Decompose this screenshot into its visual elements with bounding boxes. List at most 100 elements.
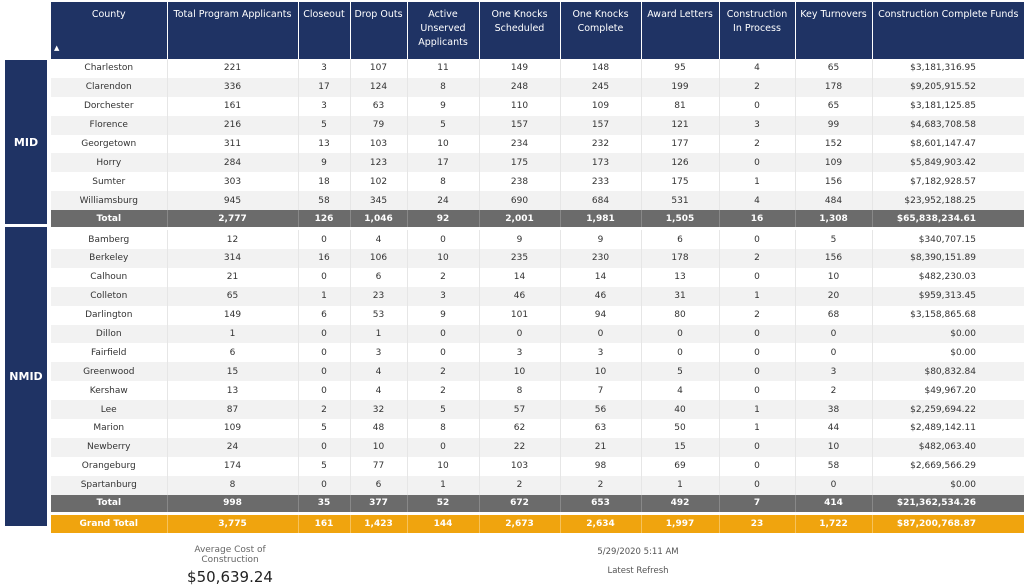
value-cell: 13 — [640, 267, 719, 287]
value-cell: 9 — [559, 230, 641, 250]
value-cell: 149 — [166, 305, 298, 325]
table-row: Newberry 24 0 10 0 22 21 15 0 10 $482,063.40 — [51, 437, 1024, 457]
value-cell: 65 — [166, 286, 298, 306]
value-cell: 0 — [718, 153, 795, 173]
column-header[interactable]: Active Unserved Applicants — [406, 2, 479, 59]
value-cell: 63 — [349, 96, 407, 116]
value-cell: 3 — [718, 115, 795, 135]
table-row: Dorchester 161 3 63 9 110 109 81 0 65 $3,181,125.8… — [51, 96, 1024, 116]
kpi-label: Average Cost of Construction — [194, 545, 266, 565]
column-header-label: Key Turnovers — [800, 9, 867, 20]
value-cell: 2 — [559, 475, 641, 495]
value-cell: 284 — [166, 153, 298, 173]
table-row: Georgetown 311 13 103 10 234 232 177 2 152 $8,601,… — [51, 134, 1024, 154]
column-header[interactable]: Construction Complete Funds — [871, 2, 1024, 59]
value-cell: 2 — [794, 381, 872, 401]
value-cell: 99 — [794, 115, 872, 135]
value-cell: 48 — [349, 419, 407, 438]
column-header[interactable]: Key Turnovers — [794, 2, 872, 59]
kpi-value: $50,639.24 — [187, 568, 273, 586]
row-label-cell: Dorchester — [83, 101, 134, 112]
value-cell: 8 — [478, 381, 560, 401]
value-cell: 245 — [559, 77, 641, 97]
value-cell: 24 — [166, 437, 298, 457]
value-cell: 13 — [166, 381, 298, 401]
table-row: Bamberg 12 0 4 0 9 9 6 0 5 $340,707.15 — [51, 230, 1024, 250]
value-cell: 32 — [349, 400, 407, 420]
value-cell: 62 — [478, 419, 560, 438]
value-cell: 216 — [166, 115, 298, 135]
value-cell: 95 — [640, 59, 719, 78]
value-cell: 6 — [349, 267, 407, 287]
value-cell: 10 — [406, 456, 479, 476]
value-cell: 3,775 — [166, 514, 298, 533]
value-cell: 144 — [406, 514, 479, 533]
value-cell: 3 — [297, 96, 350, 116]
value-cell: 77 — [349, 456, 407, 476]
value-cell: 109 — [166, 419, 298, 438]
column-header[interactable]: One Knocks Scheduled — [478, 2, 560, 59]
value-cell: 109 — [559, 96, 641, 116]
row-label-cell: Greenwood — [51, 362, 167, 382]
value-cell: 233 — [559, 172, 641, 192]
column-header[interactable]: Construction In Process — [718, 2, 795, 59]
value-cell: 126 — [640, 153, 719, 173]
value-cell: 4 — [718, 59, 795, 78]
value-cell: $3,158,865.68 — [871, 305, 1024, 325]
value-cell: 0 — [794, 343, 872, 363]
value-cell: 22 — [478, 437, 560, 457]
column-header-label: Closeout — [303, 9, 345, 20]
value-cell: 10 — [794, 267, 872, 287]
column-header[interactable]: Total Program Applicants — [166, 2, 298, 59]
value-cell: 492 — [640, 494, 719, 512]
row-separator — [51, 511, 1024, 515]
column-header[interactable]: Closeout — [297, 2, 350, 59]
value-cell: 2 — [718, 134, 795, 154]
value-cell: 2 — [406, 381, 479, 401]
value-cell: 238 — [478, 172, 560, 192]
value-cell: 121 — [640, 115, 719, 135]
value-cell: 5 — [406, 400, 479, 420]
column-header[interactable]: Award Letters — [640, 2, 719, 59]
value-cell: 98 — [559, 456, 641, 476]
value-cell: $2,489,142.11 — [871, 419, 1024, 438]
column-header-label: One Knocks Scheduled — [491, 9, 548, 34]
value-cell: 377 — [349, 494, 407, 512]
value-cell: $21,362,534.26 — [871, 494, 1024, 512]
value-cell: 81 — [640, 96, 719, 116]
value-cell: 46 — [559, 286, 641, 306]
value-cell: 1 — [718, 419, 795, 438]
value-cell: 5 — [794, 230, 872, 250]
grand-total-row: Grand Total 3,775 161 1,423 144 2,673 2,634 1,9… — [51, 514, 1024, 533]
value-cell: 2 — [406, 362, 479, 382]
value-cell: 65 — [794, 96, 872, 116]
sort-ascending-icon[interactable]: ▲ — [54, 44, 60, 52]
value-cell: 221 — [166, 59, 298, 78]
value-cell: 148 — [559, 59, 641, 78]
column-header[interactable]: Drop Outs — [349, 2, 407, 59]
value-cell: 0 — [718, 381, 795, 401]
value-cell: 38 — [794, 400, 872, 420]
value-cell: $80,832.84 — [871, 362, 1024, 382]
value-cell: 4 — [718, 191, 795, 211]
value-cell: 15 — [640, 437, 719, 457]
value-cell: $0.00 — [871, 324, 1024, 344]
value-cell: 0 — [297, 343, 350, 363]
value-cell: $8,601,147.47 — [871, 134, 1024, 154]
value-cell: 35 — [297, 494, 350, 512]
value-cell: 0 — [718, 475, 795, 495]
value-cell: $3,181,316.95 — [871, 59, 1024, 78]
value-cell: 12 — [166, 230, 298, 250]
column-header[interactable]: County ▲ — [51, 2, 167, 59]
row-label-cell: Total — [51, 210, 167, 228]
value-cell: 2 — [718, 249, 795, 268]
value-cell: 0 — [718, 437, 795, 457]
separator-cell — [51, 511, 1024, 515]
table-row: Sumter 303 18 102 8 238 233 175 1 156 $7,182,928.5… — [51, 172, 1024, 192]
value-cell: 13 — [297, 134, 350, 154]
column-header[interactable]: One Knocks Complete — [559, 2, 641, 59]
column-header-label: County — [91, 9, 126, 20]
value-cell: 5 — [297, 419, 350, 438]
value-cell: 157 — [559, 115, 641, 135]
value-cell: 345 — [349, 191, 407, 211]
